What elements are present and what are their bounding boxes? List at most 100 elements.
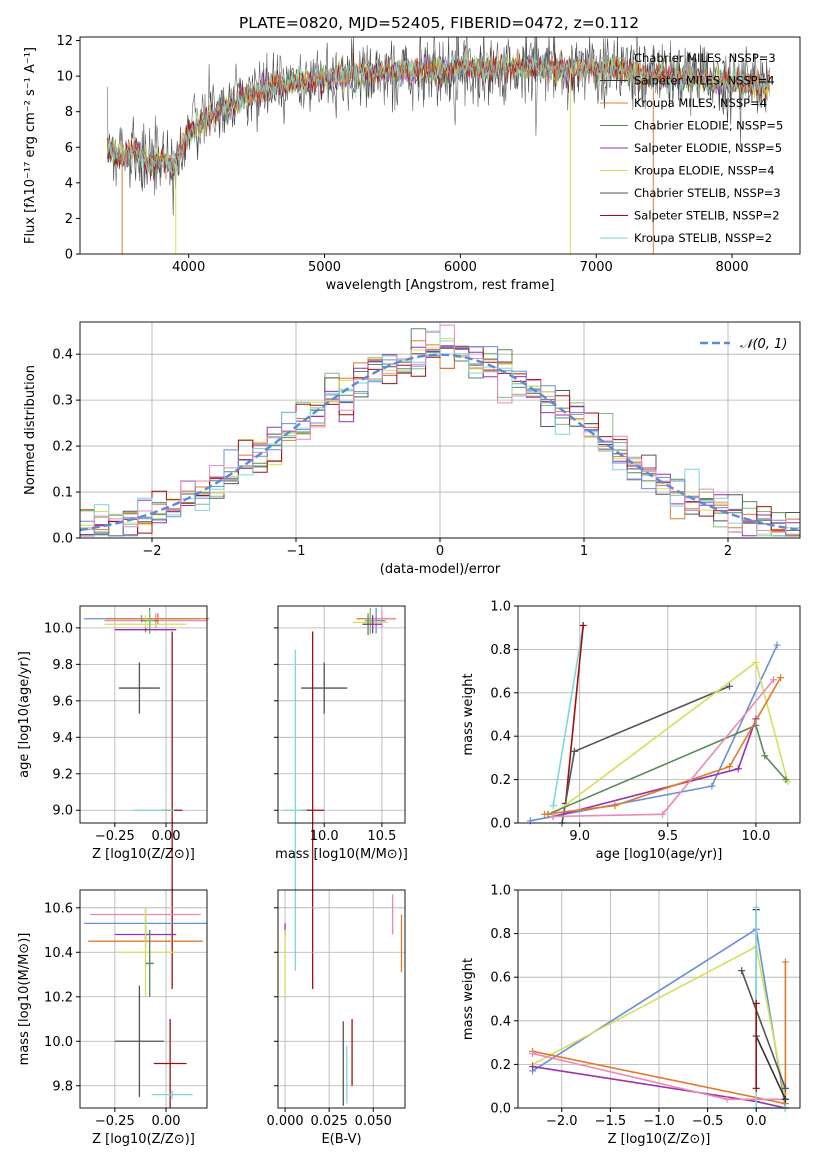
axes-frame (79, 889, 208, 1109)
x-axis-label: mass [log10(M/M⊙)] (275, 847, 408, 862)
errorbar (301, 662, 348, 714)
weight-line (561, 685, 730, 824)
legend: Chabrier MILES, NSSP=3 Salpeter MILES, NS… (600, 51, 783, 245)
x-tick-label: 0.00 (152, 1114, 181, 1129)
y-tick-label: 12 (56, 34, 73, 49)
y-tick-label: 0.2 (490, 773, 511, 788)
y-tick-label: 9.2 (52, 767, 73, 782)
legend-label: Salpeter ELODIE, NSSP=5 (634, 141, 782, 155)
y-tick-label: 0.4 (52, 348, 73, 363)
x-axis-label: Z [log10(Z/Z⊙)] (92, 847, 195, 862)
weight-marker (579, 622, 587, 630)
x-tick-label: −2.0 (546, 1114, 578, 1129)
errorbar (363, 615, 382, 634)
weight-marker (752, 903, 760, 911)
weight-marker (734, 765, 742, 773)
gaussian-curve (80, 353, 800, 532)
weight-line (755, 909, 787, 1100)
weight-marker (540, 810, 548, 818)
y-tick-label: 0.1 (52, 486, 73, 501)
panel-4 (518, 605, 800, 827)
weight-marker (708, 782, 716, 790)
errorbars (284, 894, 403, 1106)
weight-marker (738, 967, 746, 975)
x-tick-label: −0.5 (692, 1114, 724, 1129)
x-tick-label: 8000 (716, 260, 749, 275)
panel-6 (278, 890, 405, 1108)
legend-label: Chabrier STELIB, NSSP=3 (634, 186, 781, 200)
errorbar (118, 662, 160, 714)
y-tick-label: 0.6 (490, 686, 511, 701)
y-tick-label: 2 (65, 212, 73, 227)
y-tick-label: 9.0 (52, 804, 73, 819)
x-tick-label: 0.050 (355, 1114, 392, 1129)
weight-marker (781, 1095, 789, 1103)
weight-marker (570, 747, 578, 755)
x-tick-label: 9.0 (569, 829, 590, 844)
weight-lines (529, 903, 789, 1112)
y-tick-label: 10.4 (44, 946, 73, 961)
x-tick-label: −2 (142, 544, 161, 559)
x-tick-label: −1 (286, 544, 305, 559)
x-axis-label: wavelength [Angstrom, rest frame] (326, 278, 555, 293)
errorbars (84, 907, 207, 1108)
panel-frame-3: 10.0 10.5 mass [log10(M/M⊙)] (274, 605, 408, 862)
y-tick-label: 0.4 (490, 1014, 511, 1029)
weight-line (740, 970, 787, 1089)
y-tick-label: 0 (65, 248, 73, 263)
weight-marker (781, 1084, 789, 1092)
legend-label: 𝒩(0, 1) (740, 337, 787, 352)
y-tick-label: 10.0 (44, 1035, 73, 1050)
y-tick-label: 9.4 (52, 731, 73, 746)
legend-label: Chabrier ELODIE, NSSP=5 (634, 119, 783, 133)
panel-frame-5: −0.25 0.00 9.8 10.0 10.2 10.4 10.6 Z [log10(Z/Z… (17, 889, 208, 1147)
panel-frame-0: 4000 5000 6000 7000 8000 0 2 4 6 8 10 12 wavelength … (23, 34, 801, 293)
x-tick-label: −1.0 (643, 1114, 675, 1129)
x-axis-label: Z [log10(Z/Z⊙)] (608, 1132, 711, 1147)
panel-frame-6: 0.000 0.025 0.050 E(B-V) (266, 889, 406, 1147)
y-tick-label: 9.6 (52, 694, 73, 709)
panel-frame-1: −2 −1 0 1 2 0.0 0.1 0.2 0.3 0.4 (data-model)/error… (23, 321, 801, 577)
errorbar (153, 1019, 187, 1108)
y-tick-label: 0.0 (52, 532, 73, 547)
panel-5 (80, 890, 207, 1108)
y-axis-label: Normed distribution (23, 365, 38, 495)
errorbar (151, 1090, 193, 1100)
weight-line (552, 661, 789, 815)
errorbar (114, 907, 177, 997)
y-tick-label: 10.0 (44, 621, 73, 636)
y-axis-label: mass weight (461, 958, 476, 1040)
x-axis-label: Z [log10(Z/Z⊙)] (92, 1132, 195, 1147)
x-tick-label: 0.00 (152, 829, 181, 844)
x-tick-label: 6000 (444, 260, 477, 275)
y-tick-label: 0.0 (490, 1102, 511, 1117)
spectrum-line (106, 37, 771, 216)
weight-marker (659, 810, 667, 818)
errorbar (106, 613, 210, 625)
histogram-steps (80, 345, 800, 537)
y-tick-label: 10 (56, 70, 73, 85)
errorbars (283, 607, 396, 989)
x-tick-label: 0.025 (311, 1114, 348, 1129)
legend-label: Kroupa MILES, NSSP=4 (634, 96, 767, 110)
weight-lines (526, 622, 792, 827)
y-tick-label: 0.2 (52, 440, 73, 455)
y-tick-label: 0.8 (490, 927, 511, 942)
x-tick-label: 0 (436, 544, 444, 559)
x-tick-label: −1.5 (595, 1114, 627, 1129)
legend-label: Kroupa STELIB, NSSP=2 (634, 231, 772, 245)
x-tick-label: 10.5 (367, 829, 396, 844)
y-tick-label: 0.2 (490, 1058, 511, 1073)
panel-frame-7: −2.0 −1.5 −1.0 −0.5 0.0 0.0 0.2 0.4 0.6 0.8 1.0 Z [… (461, 884, 801, 1147)
axes-frame (517, 605, 801, 824)
errorbar (364, 607, 377, 634)
weight-marker (782, 776, 790, 784)
x-tick-label: 1 (580, 544, 588, 559)
axes-frame (277, 605, 406, 824)
errorbar (283, 649, 307, 971)
weight-line (552, 625, 584, 806)
x-tick-label: −0.25 (95, 829, 135, 844)
weight-marker (529, 1063, 537, 1071)
y-tick-label: 0.0 (490, 817, 511, 832)
